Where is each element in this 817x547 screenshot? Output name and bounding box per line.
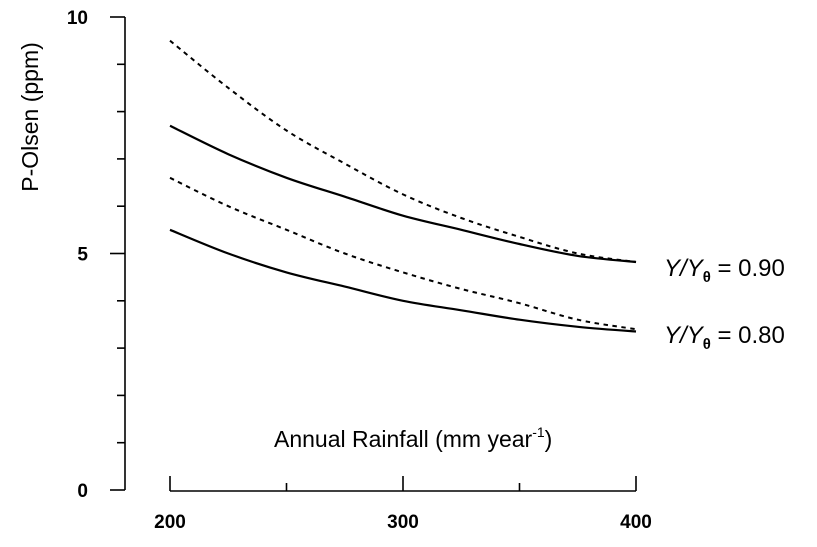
label-080-rest: = 0.80 (711, 322, 785, 349)
label-090-rest: = 0.90 (711, 255, 785, 282)
curve-label-080: Y/Yθ = 0.80 (664, 322, 785, 353)
label-090-sub: θ (703, 269, 711, 286)
x-tick-label-400: 400 (620, 512, 652, 533)
curve-labels: Y/Yθ = 0.90 Y/Yθ = 0.80 (664, 255, 785, 353)
series-1-dashed-line (169, 39, 637, 263)
y-axis: 0 5 10 P-Olsen (ppm) (17, 8, 126, 502)
x-axis: 200 300 400 Annual Rainfall (mm year-1) (154, 424, 652, 533)
y-ticks: 0 5 10 (67, 8, 125, 502)
series-4-solid-line (169, 228, 637, 333)
label-080-var: Y (664, 322, 682, 349)
x-axis-title: Annual Rainfall (mm year-1) (274, 424, 552, 452)
series-3-dashed-line (169, 176, 637, 331)
x-tick-label-200: 200 (154, 512, 186, 533)
curves (169, 39, 637, 333)
x-ticks: 200 300 400 (154, 476, 652, 533)
x-axis-title-close: ) (545, 426, 553, 452)
label-080-var2: Y (687, 322, 705, 349)
x-axis-title-superscript: -1 (532, 424, 545, 440)
y-axis-title: P-Olsen (ppm) (17, 42, 43, 192)
y-tick-label-10: 10 (67, 8, 88, 29)
x-tick-label-300: 300 (387, 512, 419, 533)
curve-label-090: Y/Yθ = 0.90 (664, 255, 785, 286)
label-090-slash: / (678, 255, 689, 282)
x-axis-title-main: Annual Rainfall (mm year (274, 426, 533, 452)
label-080-sub: θ (703, 336, 711, 353)
label-080-slash: / (678, 322, 689, 349)
y-tick-label-5: 5 (77, 245, 88, 266)
series-2-solid-line (169, 124, 637, 264)
y-tick-label-0: 0 (77, 481, 88, 502)
label-090-var: Y (664, 255, 682, 282)
label-090-var2: Y (687, 255, 705, 282)
